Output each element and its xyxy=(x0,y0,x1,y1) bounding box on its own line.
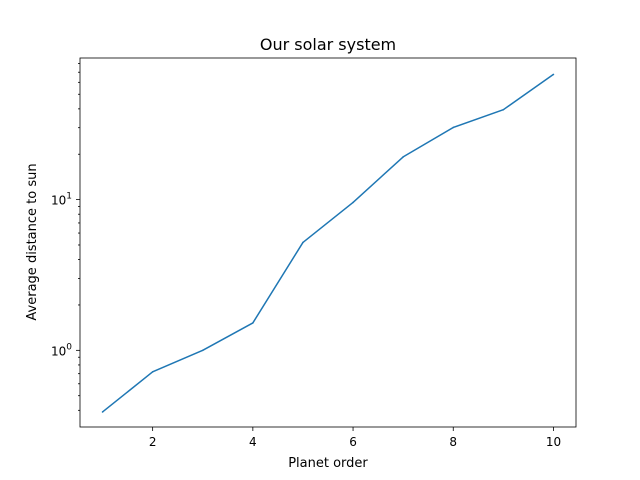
x-tick-label: 6 xyxy=(349,435,357,449)
data-point xyxy=(502,108,505,111)
data-point xyxy=(452,126,455,129)
data-point xyxy=(552,73,555,76)
data-point xyxy=(302,241,304,244)
data-point xyxy=(151,371,154,373)
series-layer xyxy=(101,73,555,413)
data-point xyxy=(352,201,354,204)
x-tick-label: 8 xyxy=(449,435,457,449)
y-tick-base: 10 xyxy=(51,344,66,358)
x-axis-label: Planet order xyxy=(288,456,368,471)
data-point xyxy=(402,156,404,158)
y-tick-label: 100 xyxy=(51,342,72,358)
series-line xyxy=(102,73,554,413)
y-tick-exponent: 1 xyxy=(66,192,72,202)
y-tick-label: 101 xyxy=(51,192,72,208)
axes-frame xyxy=(79,57,577,428)
plot-area xyxy=(79,57,577,428)
x-tick-label: 2 xyxy=(149,435,157,449)
data-point xyxy=(201,349,204,352)
y-tick-base: 10 xyxy=(51,194,66,208)
data-point xyxy=(252,322,254,324)
data-point xyxy=(101,411,104,413)
y-axis-label: Average distance to sun xyxy=(25,163,40,320)
x-axis: 2 4 6 8 10 xyxy=(149,427,561,449)
chart-title: Our solar system xyxy=(260,35,396,54)
x-tick-label: 10 xyxy=(546,435,561,449)
y-tick-exponent: 0 xyxy=(66,342,72,352)
x-tick-label: 4 xyxy=(249,435,257,449)
axes-background xyxy=(80,58,576,427)
